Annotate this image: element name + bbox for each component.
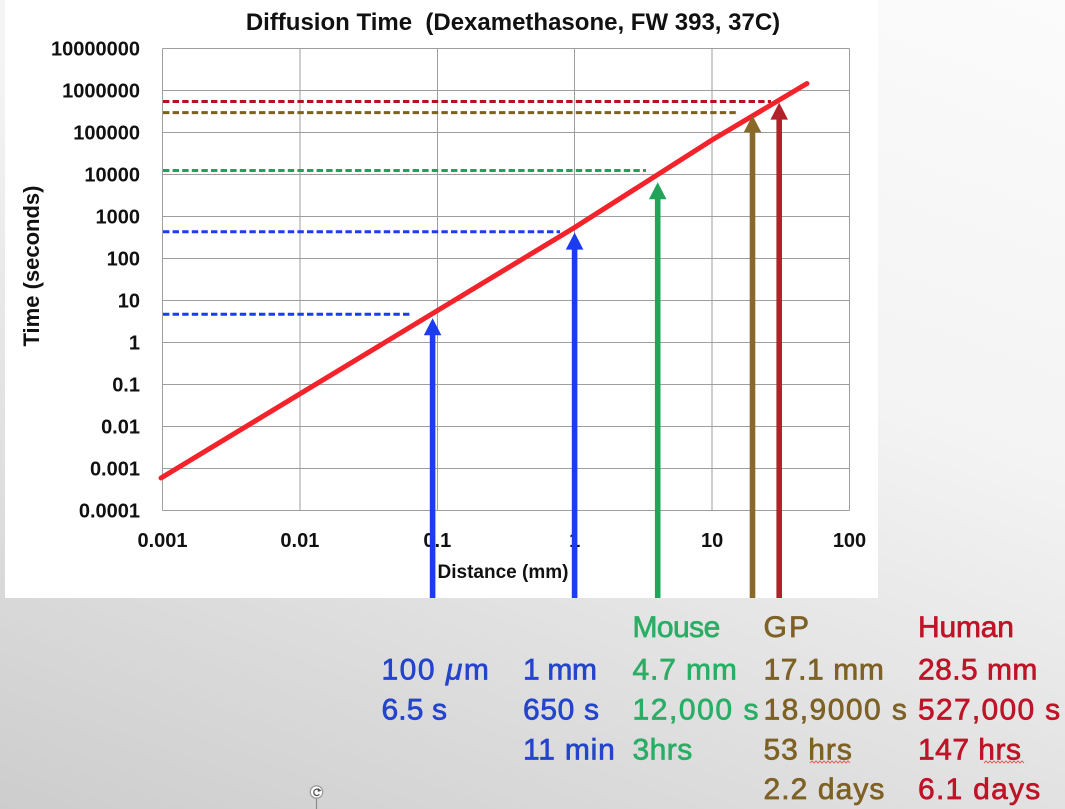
svg-text:100 μm: 100 μm [382, 653, 491, 686]
svg-text:Mouse: Mouse [633, 611, 720, 644]
svg-text:GP: GP [764, 611, 812, 644]
svg-text:0.01: 0.01 [101, 417, 140, 439]
svg-text:1000: 1000 [96, 207, 141, 229]
svg-text:10000000: 10000000 [51, 39, 140, 61]
svg-text:Distance (mm): Distance (mm) [438, 562, 569, 583]
svg-text:100000: 100000 [73, 123, 140, 145]
svg-text:4.7 mm: 4.7 mm [633, 653, 738, 686]
svg-text:Diffusion Time (Dexamethasone: Diffusion Time (Dexamethasone, FW 393, 3… [246, 9, 780, 36]
svg-text:10: 10 [118, 291, 140, 313]
svg-text:10: 10 [701, 530, 723, 552]
svg-text:0.1: 0.1 [423, 530, 451, 552]
svg-text:3hrs: 3hrs [633, 734, 693, 767]
svg-text:11 min: 11 min [523, 734, 616, 767]
svg-text:12,000 s: 12,000 s [633, 694, 761, 727]
svg-text:10000: 10000 [84, 165, 140, 187]
svg-text:17.1 mm: 17.1 mm [764, 653, 885, 686]
svg-text:53 hrs: 53 hrs [764, 734, 853, 767]
svg-text:100: 100 [107, 249, 140, 271]
svg-text:1000000: 1000000 [62, 81, 140, 103]
svg-text:0.001: 0.001 [137, 530, 187, 552]
svg-text:2.2 days: 2.2 days [764, 773, 886, 806]
svg-text:527,000 s: 527,000 s [918, 694, 1061, 727]
svg-text:650 s: 650 s [523, 694, 600, 727]
svg-text:6.5 s: 6.5 s [382, 694, 448, 727]
svg-text:100: 100 [833, 530, 866, 552]
svg-text:28.5 mm: 28.5 mm [918, 653, 1038, 686]
svg-text:Human: Human [918, 611, 1014, 644]
svg-text:0.01: 0.01 [280, 530, 319, 552]
svg-text:1: 1 [129, 333, 140, 355]
svg-text:6.1 days: 6.1 days [918, 773, 1042, 806]
svg-text:0.001: 0.001 [90, 459, 140, 481]
svg-text:147 hrs: 147 hrs [918, 734, 1021, 767]
svg-text:0.1: 0.1 [112, 375, 140, 397]
svg-text:Time (seconds): Time (seconds) [19, 186, 44, 347]
svg-text:18,9000 s: 18,9000 s [764, 694, 909, 727]
svg-text:1 mm: 1 mm [523, 653, 597, 686]
svg-text:0.0001: 0.0001 [79, 501, 140, 523]
